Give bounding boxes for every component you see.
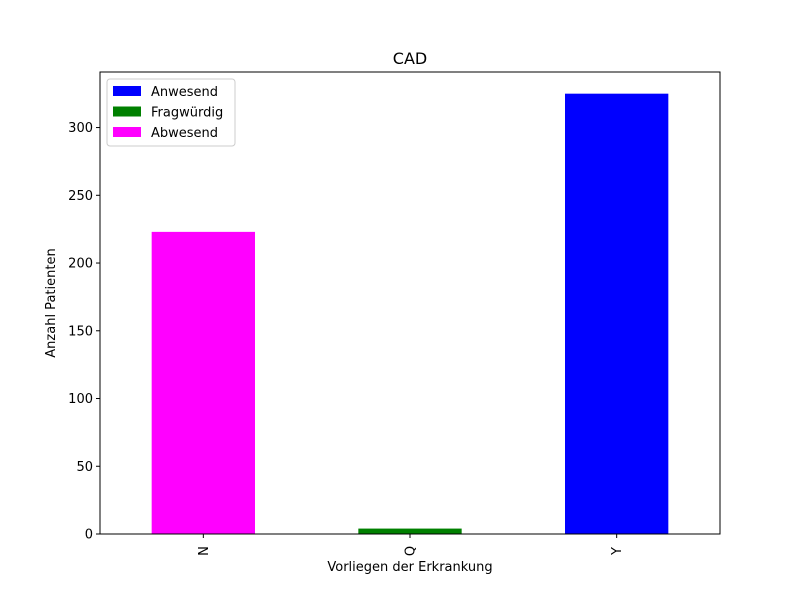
bars-group [151,93,669,534]
legend: Anwesend Fragwürdig Abwesend [106,78,236,147]
y-tick-label: 0 [85,528,93,543]
y-tick-label: 100 [68,392,93,407]
legend-label: Anwesend [151,85,218,100]
y-tick-label: 200 [68,257,93,272]
legend-swatch [113,106,141,117]
bar-q [358,528,462,534]
y-tick-label: 300 [68,121,93,136]
legend-label: Fragwürdig [151,106,223,121]
y-tick-label: 250 [68,189,93,204]
y-axis-title: Anzahl Patienten [44,248,59,357]
y-tick-label: 50 [76,460,93,475]
bar-y [565,93,669,534]
x-tick-label: Y [610,547,625,556]
plot-frame [99,71,721,535]
y-tick-label: 150 [68,324,93,339]
x-tick-label: Q [404,546,419,556]
legend-label: Abwesend [151,126,218,141]
chart-title: CAD [393,49,427,68]
x-axis-title: Vorliegen der Erkrankung [327,560,492,575]
x-tick-label: N [197,546,212,556]
y-axis-ticks: 0 50 100 150 200 250 300 [68,121,100,543]
bar-n [151,231,255,534]
legend-swatch [113,127,141,137]
legend-swatch [113,86,141,96]
